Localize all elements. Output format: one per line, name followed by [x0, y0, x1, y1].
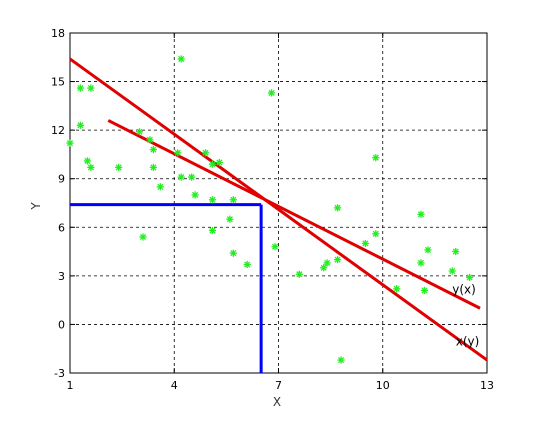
data-point — [208, 226, 217, 235]
line-annotations: y(x) x(y) — [452, 283, 479, 349]
data-point — [267, 89, 276, 97]
data-point — [174, 149, 182, 157]
data-point — [115, 163, 123, 171]
x-tick-label: 7 — [275, 379, 282, 392]
data-point — [448, 267, 456, 275]
data-point — [66, 139, 74, 147]
annotation-yx: y(x) — [452, 283, 476, 297]
data-point — [191, 191, 199, 199]
y-tick-label: 15 — [51, 76, 65, 89]
data-point — [201, 149, 210, 157]
data-point — [208, 196, 217, 204]
data-point — [156, 183, 164, 191]
data-point — [372, 154, 380, 162]
data-point — [208, 160, 217, 168]
data-point — [87, 163, 95, 171]
data-point — [139, 233, 147, 241]
data-point — [320, 264, 328, 272]
regression-lines — [69, 57, 488, 362]
data-points — [66, 55, 474, 364]
tick-labels: 1 4 7 10 13 -3 0 3 6 9 12 15 18 — [51, 27, 494, 392]
data-point — [323, 259, 331, 267]
data-point — [188, 173, 196, 181]
data-point — [420, 286, 429, 295]
data-point — [393, 285, 401, 293]
data-point — [466, 273, 474, 282]
y-tick-label: 12 — [51, 124, 65, 137]
x-axis-label: X — [273, 395, 281, 409]
data-point — [417, 259, 425, 267]
data-point — [146, 136, 154, 144]
data-point — [177, 173, 185, 181]
data-point — [83, 157, 91, 165]
data-point — [215, 158, 224, 167]
data-point — [361, 239, 369, 248]
data-point — [226, 215, 234, 223]
grid — [70, 33, 487, 373]
data-point — [243, 260, 251, 269]
y-tick-label: 9 — [58, 173, 65, 186]
x-tick-label: 4 — [171, 379, 178, 392]
x-tick-label: 1 — [67, 379, 74, 392]
y-tick-label: 18 — [51, 27, 65, 40]
data-point — [417, 210, 425, 218]
data-point — [372, 230, 380, 238]
data-point — [295, 270, 303, 278]
annotation-xy: x(y) — [456, 334, 480, 348]
mean-guide-lines — [70, 203, 263, 373]
y-axis-label: Y — [29, 202, 43, 211]
data-point — [452, 247, 460, 256]
y-tick-label: 0 — [58, 318, 65, 331]
data-point — [333, 204, 342, 212]
data-point — [229, 249, 237, 257]
x-tick-label: 10 — [376, 379, 390, 392]
data-point — [424, 246, 432, 254]
data-point — [87, 84, 95, 92]
regression-line-xy — [69, 57, 488, 362]
data-point — [271, 243, 279, 251]
data-point — [149, 163, 157, 171]
y-tick-label: 6 — [58, 221, 65, 234]
data-point — [149, 145, 157, 154]
x-tick-label: 13 — [480, 379, 494, 392]
regression-line-yx — [107, 119, 481, 310]
data-point — [333, 256, 342, 264]
data-point — [177, 55, 185, 63]
data-point — [76, 121, 85, 129]
data-point — [337, 356, 345, 364]
y-tick-label: -3 — [54, 367, 65, 380]
data-point — [135, 128, 144, 136]
data-point — [76, 84, 85, 92]
data-point — [229, 196, 237, 204]
y-tick-label: 3 — [58, 270, 65, 283]
